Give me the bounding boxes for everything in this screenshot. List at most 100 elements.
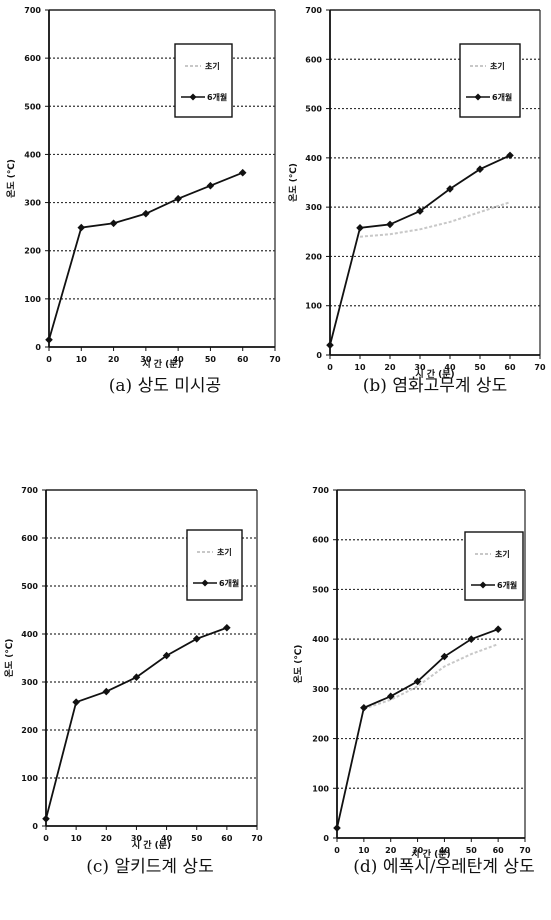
series-line-6months [329,154,511,346]
legend-marker-6months [201,579,209,587]
y-tick-label: 0 [323,834,329,843]
y-tick-label: 200 [312,735,329,744]
data-point-6months [494,625,502,633]
panel-caption-a: (a) 상도 미시공 [108,376,222,396]
legend-label-initial: 초기 [490,61,505,71]
legend-label-6months: 6개월 [492,92,512,102]
x-tick-label: 30 [412,846,424,855]
x-tick-label: 60 [493,846,505,855]
y-tick-label: 700 [24,6,41,15]
y-tick-label: 300 [21,678,38,687]
x-tick-label: 50 [205,355,217,364]
x-tick-label: 40 [161,834,173,843]
x-tick-label: 60 [221,834,233,843]
x-tick-label: 70 [269,355,281,364]
y-tick-label: 100 [305,302,322,311]
y-tick-label: 200 [21,726,38,735]
legend-label-6months: 6개월 [207,92,227,102]
data-point-6months [72,698,80,706]
data-point-6months [356,224,364,232]
panel-caption-c: (c) 알키드계 상도 [86,857,214,877]
data-point-6months [174,194,182,203]
series-line-6months [45,626,228,820]
y-tick-label: 500 [312,585,329,594]
data-point-6months [326,341,334,349]
x-tick-label: 20 [384,363,396,372]
chart-panel-c: 0 100 200 300 400 500 600 700 0 10 20 30 40 50 60 70 시 간… [4,486,263,851]
x-tick-label: 50 [466,846,478,855]
y-tick-label: 700 [305,6,322,15]
data-point-6months [440,652,449,661]
y-tick-label: 400 [24,150,41,159]
y-tick-label: 600 [24,54,41,63]
legend-label-initial: 초기 [205,61,220,71]
data-point-6months [416,207,424,215]
y-tick-label: 600 [21,534,38,543]
x-tick-label: 60 [504,363,516,372]
y-tick-label: 200 [24,247,41,256]
x-tick-label: 20 [385,846,397,855]
data-point-6months [132,673,141,681]
y-tick-label: 400 [305,154,322,163]
y-tick-label: 0 [35,343,41,352]
y-tick-label: 100 [21,774,38,783]
data-point-6months [45,335,53,344]
y-tick-label: 0 [32,822,38,831]
y-tick-label: 600 [305,55,322,64]
data-point-6months [360,703,368,712]
y-axis-label: 온도 (℃) [288,163,299,202]
legend-label-6months: 6개월 [497,580,517,590]
y-tick-label: 400 [21,630,38,639]
y-tick-label: 0 [316,351,322,360]
panel-caption-b: (b) 염화고무계 상도 [362,376,508,396]
y-tick-label: 700 [312,486,329,495]
y-tick-label: 700 [21,486,38,495]
series-line-6months [48,171,244,341]
data-point-6months [238,168,247,177]
x-tick-label: 10 [71,834,83,843]
data-point-6months [77,223,86,232]
series-line-initial [363,643,499,710]
x-tick-label: 10 [354,363,366,372]
series-line-initial [359,201,511,238]
data-point-6months [386,220,394,229]
x-tick-label: 50 [191,834,203,843]
x-tick-label: 30 [140,355,152,364]
y-axis-label: 온도 (℃) [4,639,15,678]
x-axis-label: 시 간 (분) [132,839,171,851]
x-tick-label: 20 [108,355,120,364]
x-tick-label: 60 [237,355,249,364]
legend-marker-6months [189,93,197,101]
x-tick-label: 40 [444,363,456,372]
x-axis-label: 시 간 (분) [411,848,450,860]
x-tick-label: 70 [251,834,263,843]
data-point-6months [413,677,422,686]
data-point-6months [333,824,341,832]
panel-caption-d: (d) 에폭시/우레탄계 상도 [353,857,535,877]
x-tick-label: 20 [101,834,113,843]
x-tick-label: 0 [43,834,49,843]
y-tick-label: 600 [312,536,329,545]
x-tick-label: 0 [334,846,340,855]
legend-box [459,43,521,118]
x-axis-label: 시 간 (분) [415,368,454,380]
data-point-6months [506,151,514,160]
data-point-6months [476,165,484,173]
x-tick-label: 30 [414,363,426,372]
x-tick-label: 70 [519,846,531,855]
legend-box [464,531,524,601]
data-point-6months [386,692,395,701]
y-axis-label: 온도 (℃) [293,645,304,684]
y-tick-label: 400 [312,635,329,644]
chart-panel-a: 0 100 200 300 400 500 600 700 0 10 20 30 40 50 60 70 시 간… [6,6,281,370]
y-tick-label: 300 [312,685,329,694]
x-tick-label: 0 [46,355,52,364]
legend-label-6months: 6개월 [219,578,239,588]
data-point-6months [109,219,118,228]
legend-label-initial: 초기 [495,549,510,559]
legend-box [174,43,233,118]
x-tick-label: 70 [534,363,546,372]
chart-panel-d: 0 100 200 300 400 500 600 700 0 10 20 30 40 50 60 70 시 간… [293,486,531,860]
x-tick-label: 30 [131,834,143,843]
